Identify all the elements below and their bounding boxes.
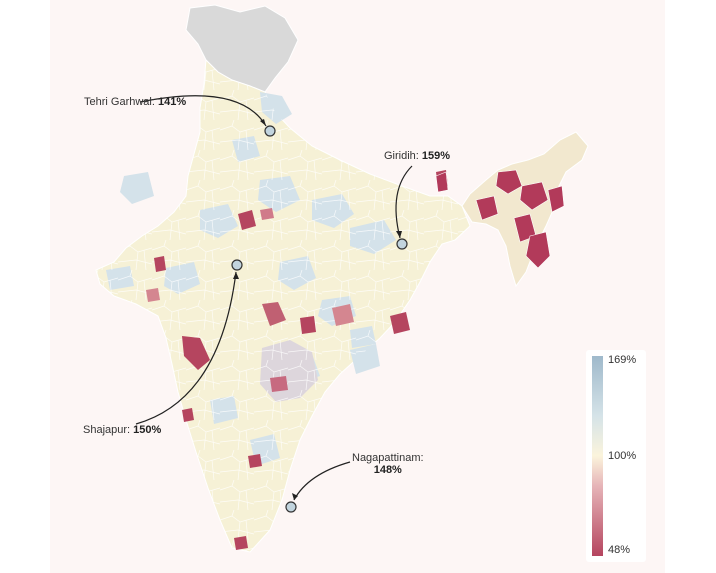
callout-name: Tehri Garhwal — [84, 96, 152, 108]
callout-tehri-garhwal: Tehri Garhwal: 141% — [84, 96, 187, 108]
marker-giridih[interactable] — [396, 238, 408, 250]
below-100-districts — [146, 170, 448, 550]
marker-shajapur[interactable] — [231, 259, 243, 271]
callout-value: 141% — [157, 96, 187, 108]
northeast-red-districts — [435, 169, 565, 269]
callout-value: 159% — [421, 150, 451, 162]
legend-max-label: 169% — [608, 354, 637, 366]
india-district-map — [95, 4, 589, 553]
callout-name: Nagapattinam — [352, 452, 421, 464]
color-legend: 169% 100% 48% — [586, 350, 646, 562]
callout-giridih: Giridih: 159% — [384, 150, 451, 162]
callout-nagapattinam: Nagapattinam: 148% — [352, 452, 424, 476]
northeast-region — [461, 131, 589, 288]
arrow-nagapattinam — [293, 461, 351, 501]
marker-tehri-garhwal[interactable] — [264, 125, 276, 137]
legend-mid-label: 100% — [608, 450, 637, 462]
no-data-region — [185, 4, 299, 93]
arrow-tehri-garhwal — [139, 95, 267, 127]
callout-name: Giridih — [384, 150, 416, 162]
legend-gradient-bar — [592, 356, 603, 556]
arrow-shajapur — [135, 271, 237, 425]
legend-min-label: 48% — [608, 544, 631, 556]
callout-value: 148% — [373, 464, 402, 476]
callout-arrows — [135, 95, 413, 501]
callout-markers — [231, 125, 408, 513]
marker-nagapattinam[interactable] — [285, 501, 297, 513]
callout-name: Shajapur — [83, 424, 128, 436]
callout-shajapur: Shajapur: 150% — [83, 424, 162, 436]
map-panel: Tehri Garhwal: 141% Giridih: 159% Shajap… — [50, 0, 665, 573]
callout-value: 150% — [133, 424, 162, 436]
arrow-heads — [233, 119, 402, 500]
arrow-giridih — [395, 165, 413, 239]
